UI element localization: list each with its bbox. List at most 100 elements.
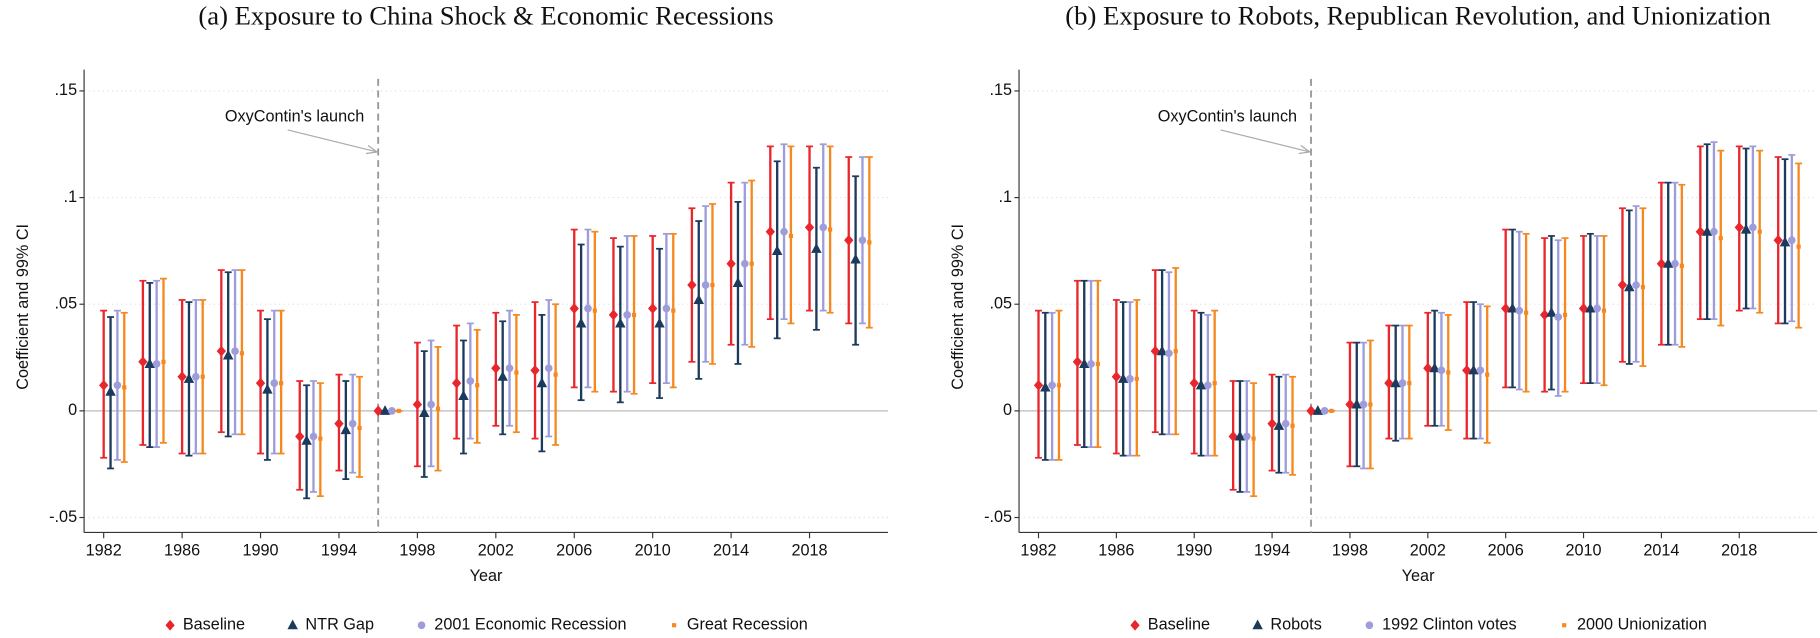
marker-square (672, 623, 677, 628)
marker-diamond (687, 279, 697, 291)
marker-diamond (1695, 226, 1705, 238)
legend: Baseline NTR Gap 2001 Economic Recession Gr… (165, 616, 808, 634)
annotation: OxyContin's launch (1158, 107, 1297, 125)
legend-item: 2000 Unionization (1562, 616, 1707, 634)
marker-triangle (1040, 381, 1051, 392)
marker-diamond (295, 431, 305, 442)
marker-triangle (1117, 373, 1129, 383)
marker-diamond (412, 399, 423, 410)
marker-diamond (1111, 371, 1122, 383)
marker-triangle (1546, 306, 1557, 317)
y-tick-label: .15 (55, 81, 78, 99)
marker-triangle (262, 383, 273, 394)
legend-label: Baseline (183, 616, 245, 634)
marker-square (1407, 381, 1412, 386)
marker-circle (1515, 306, 1524, 315)
marker-diamond (608, 309, 619, 321)
x-tick-label: 1982 (1020, 541, 1056, 559)
marker-triangle (1701, 225, 1713, 236)
x-axis-label: Year (1402, 567, 1435, 585)
annotation-arrow (287, 129, 377, 152)
marker-square (1718, 236, 1723, 241)
marker-circle (701, 281, 710, 289)
x-tick-label: 1986 (164, 541, 200, 559)
legend-item: 2001 Economic Recession (417, 616, 627, 634)
marker-circle (1710, 227, 1718, 236)
marker-circle (348, 419, 357, 428)
x-tick-label: 2010 (635, 541, 671, 559)
marker-square (1095, 361, 1100, 367)
marker-triangle (1312, 405, 1324, 415)
marker-circle (466, 377, 475, 385)
marker-square (1329, 408, 1334, 413)
marker-triangle (1079, 358, 1090, 369)
marker-square (200, 374, 205, 379)
marker-diamond (726, 258, 736, 270)
x-tick-label: 1990 (242, 541, 278, 559)
marker-circle (1787, 236, 1796, 245)
marker-circle (113, 381, 122, 390)
marker-triangle (1429, 362, 1440, 373)
marker-circle (1204, 381, 1212, 390)
marker-diamond (844, 234, 854, 246)
marker-triangle (1156, 345, 1168, 356)
marker-diamond (165, 619, 175, 631)
x-tick-label: 2014 (1643, 541, 1679, 559)
marker-square (122, 385, 127, 390)
marker-triangle (811, 242, 822, 253)
marker-square (631, 312, 637, 317)
x-tick-label: 1986 (1098, 541, 1134, 559)
marker-square (867, 240, 872, 245)
marker-circle (1398, 379, 1407, 387)
y-axis-label: Coefficient and 99% CI (14, 224, 32, 390)
marker-triangle (105, 385, 116, 396)
x-tick-label: 1994 (1254, 541, 1290, 559)
marker-circle (270, 379, 279, 387)
marker-triangle (1468, 364, 1479, 375)
x-tick-label: 2006 (556, 541, 592, 559)
marker-square (788, 233, 793, 239)
x-tick-label: 1990 (1176, 541, 1212, 559)
x-tick-label: 2018 (791, 541, 827, 559)
marker-triangle (771, 245, 783, 255)
marker-square (1601, 308, 1607, 313)
marker-circle (819, 223, 828, 232)
marker-triangle (732, 277, 744, 287)
y-tick-label: .15 (990, 81, 1013, 99)
marker-diamond (138, 356, 148, 368)
marker-circle (505, 364, 514, 373)
marker-diamond (765, 226, 775, 238)
marker-circle (1671, 259, 1679, 268)
marker-square (1173, 349, 1178, 354)
marker-triangle (144, 358, 155, 369)
panel-title: (b) Exposure to Robots, Republican Revol… (1065, 1, 1771, 31)
marker-square (1251, 436, 1256, 441)
marker-square (1290, 423, 1295, 428)
marker-circle (1365, 621, 1374, 630)
marker-diamond (1130, 619, 1140, 631)
marker-diamond (451, 377, 462, 389)
x-tick-label: 1998 (399, 541, 435, 559)
y-tick-label: .1 (999, 188, 1013, 206)
y-tick-label: 0 (68, 401, 77, 419)
legend: Baseline Robots 1992 Clinton votes 2000 Uni… (1130, 616, 1707, 634)
legend-label: 1992 Clinton votes (1382, 616, 1516, 634)
marker-triangle (1624, 281, 1635, 292)
marker-triangle (1351, 398, 1362, 409)
marker-square (239, 351, 245, 356)
marker-triangle (536, 377, 548, 388)
marker-triangle (497, 370, 508, 381)
panel-title: (a) Exposure to China Shock & Economic R… (198, 1, 773, 31)
marker-square (749, 261, 754, 266)
marker-diamond (569, 303, 579, 314)
marker-square (396, 408, 401, 413)
marker-square (1134, 376, 1139, 381)
marker-triangle (850, 253, 861, 264)
marker-triangle (1662, 257, 1674, 268)
annotation: OxyContin's launch (225, 107, 364, 125)
marker-square (828, 227, 833, 232)
marker-circle (1048, 381, 1056, 390)
marker-diamond (530, 365, 540, 376)
legend-label: Great Recession (687, 616, 808, 634)
marker-circle (1359, 400, 1368, 409)
